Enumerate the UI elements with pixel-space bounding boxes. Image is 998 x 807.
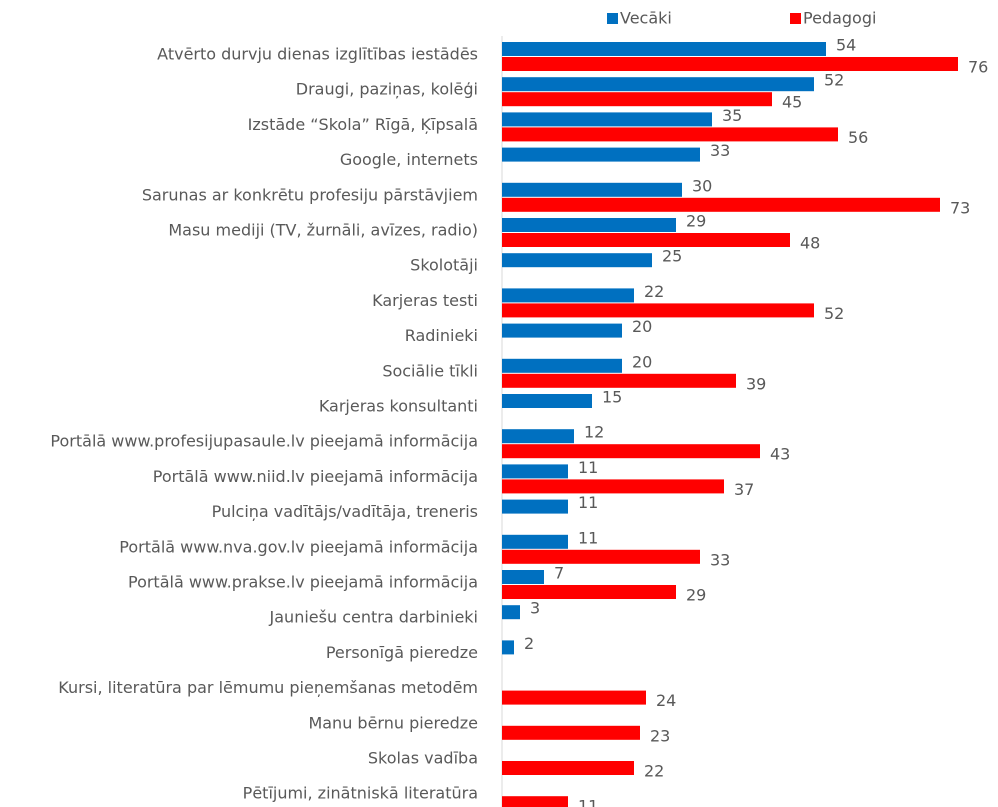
- value-label: 52: [824, 304, 844, 323]
- legend-swatch: [790, 13, 801, 24]
- bar: [502, 499, 568, 514]
- value-label: 73: [950, 198, 970, 217]
- value-label: 29: [686, 586, 706, 605]
- value-label: 56: [848, 128, 868, 147]
- value-label: 22: [644, 762, 664, 781]
- category-label: Karjeras konsultanti: [319, 397, 478, 416]
- legend-label: Vecāki: [620, 9, 672, 28]
- category-label: Skolotāji: [410, 256, 478, 275]
- bar: [502, 796, 568, 807]
- value-label: 76: [968, 58, 988, 77]
- legend-swatch: [607, 13, 618, 24]
- bar: [502, 147, 700, 162]
- category-label: Draugi, paziņas, kolēģi: [296, 80, 478, 99]
- bar: [502, 585, 676, 599]
- category-label: Karjeras testi: [372, 291, 478, 310]
- bar: [502, 358, 622, 373]
- value-label: 23: [650, 726, 670, 745]
- value-label: 39: [746, 374, 766, 393]
- value-label: 37: [734, 480, 754, 499]
- value-label: 24: [656, 691, 676, 710]
- category-label: Sarunas ar konkrētu profesiju pārstāvjie…: [142, 185, 478, 204]
- category-label: Pulciņa vadītājs/vadītāja, treneris: [212, 502, 478, 521]
- value-label: 11: [578, 458, 598, 477]
- category-label: Portālā www.profesijupasaule.lv pieejamā…: [50, 432, 478, 451]
- bar: [502, 182, 682, 197]
- bar: [502, 605, 520, 620]
- value-label: 45: [782, 93, 802, 112]
- value-label: 25: [662, 247, 682, 266]
- bar: [502, 288, 634, 303]
- value-label: 29: [686, 212, 706, 231]
- bar: [502, 725, 640, 740]
- bar: [502, 444, 760, 459]
- value-label: 15: [602, 388, 622, 407]
- category-label: Personīgā pieredze: [326, 643, 478, 662]
- bar: [502, 57, 958, 71]
- value-label: 22: [644, 282, 664, 301]
- category-label: Skolas vadība: [368, 749, 478, 768]
- bar: [502, 464, 568, 479]
- bar: [502, 253, 652, 268]
- bar: [502, 303, 814, 318]
- bar: [502, 197, 940, 212]
- category-label: Portālā www.niid.lv pieejamā informācija: [153, 467, 478, 486]
- value-label: 35: [722, 106, 742, 125]
- bar: [502, 570, 544, 584]
- bar: [502, 373, 736, 388]
- value-label: 3: [530, 599, 540, 618]
- category-label: Pētījumi, zinātniskā literatūra: [243, 784, 478, 803]
- category-label: Kursi, literatūra par lēmumu pieņemšanas…: [58, 678, 478, 697]
- category-label: Sociālie tīkli: [382, 361, 478, 380]
- category-label: Izstāde “Skola” Rīgā, Ķīpsalā: [248, 115, 478, 134]
- bar: [502, 42, 826, 56]
- bar: [502, 690, 646, 705]
- value-label: 12: [584, 423, 604, 442]
- value-label: 11: [578, 797, 598, 807]
- category-label: Radinieki: [405, 326, 478, 345]
- value-label: 30: [692, 176, 712, 195]
- value-label: 48: [800, 234, 820, 253]
- bar: [502, 479, 724, 494]
- bar: [502, 233, 790, 247]
- value-label: 20: [632, 352, 652, 371]
- value-label: 11: [578, 493, 598, 512]
- category-label: Portālā www.prakse.lv pieejamā informāci…: [128, 573, 478, 592]
- value-label: 11: [578, 528, 598, 547]
- value-label: 43: [770, 445, 790, 464]
- category-label: Atvērto durvju dienas izglītības iestādē…: [157, 45, 478, 64]
- bar: [502, 77, 814, 92]
- bar: [502, 323, 622, 338]
- value-label: 52: [824, 71, 844, 90]
- value-label: 7: [554, 564, 564, 583]
- bar: [502, 92, 772, 107]
- category-label: Portālā www.nva.gov.lv pieejamā informāc…: [119, 537, 478, 556]
- value-label: 20: [632, 317, 652, 336]
- category-label: Jauniešu centra darbinieki: [269, 608, 478, 627]
- value-label: 33: [710, 550, 730, 569]
- bar: [502, 394, 592, 408]
- value-label: 33: [710, 141, 730, 160]
- bar: [502, 429, 574, 444]
- bar: [502, 534, 568, 549]
- category-label: Masu mediji (TV, žurnāli, avīzes, radio): [168, 221, 478, 240]
- value-label: 54: [836, 36, 856, 55]
- value-label: 2: [524, 634, 534, 653]
- legend-label: Pedagogi: [803, 9, 876, 28]
- category-label: Google, internets: [340, 150, 478, 169]
- bar: [502, 549, 700, 564]
- bar: [502, 112, 712, 127]
- bar: [502, 640, 514, 655]
- category-label: Manu bērnu pieredze: [308, 713, 478, 732]
- bar: [502, 761, 634, 775]
- bar: [502, 127, 838, 142]
- bar: [502, 218, 676, 232]
